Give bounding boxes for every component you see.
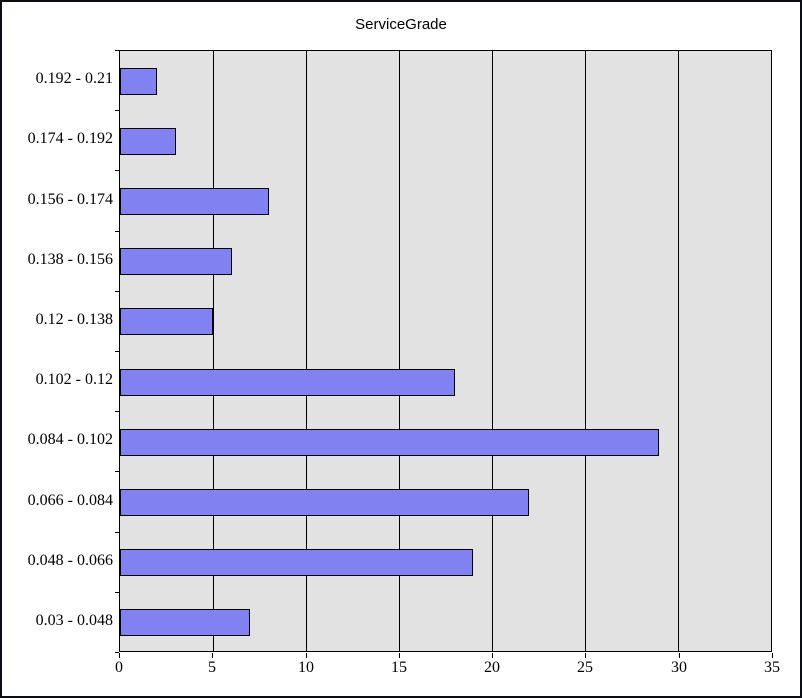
x-axis-label: 20 xyxy=(484,659,500,676)
x-axis-tick xyxy=(119,653,120,658)
gridline-x-15 xyxy=(399,51,400,651)
gridline-x-20 xyxy=(492,51,493,651)
y-axis-label: 0.03 - 0.048 xyxy=(35,612,113,629)
x-axis-tick xyxy=(585,653,586,658)
gridline-x-5 xyxy=(213,51,214,651)
x-axis-tick xyxy=(212,653,213,658)
bar-0.084-0.102 xyxy=(120,429,660,456)
y-axis-label: 0.102 - 0.12 xyxy=(35,371,113,388)
x-axis-label: 30 xyxy=(671,659,687,676)
x-axis-label: 25 xyxy=(577,659,593,676)
y-axis-label: 0.084 - 0.102 xyxy=(27,431,113,448)
gridline-x-10 xyxy=(306,51,307,651)
bar-0.174-0.192 xyxy=(120,128,176,155)
gridline-x-30 xyxy=(678,51,679,651)
y-axis-label: 0.12 - 0.138 xyxy=(35,311,113,328)
y-axis-tick xyxy=(115,592,119,593)
x-axis-label: 10 xyxy=(298,659,314,676)
y-axis-label: 0.048 - 0.066 xyxy=(27,552,113,569)
x-axis-tick xyxy=(679,653,680,658)
y-axis-label: 0.138 - 0.156 xyxy=(27,251,113,268)
y-axis-tick xyxy=(115,471,119,472)
y-axis-tick xyxy=(115,50,119,51)
bar-0.12-0.138 xyxy=(120,308,213,335)
plot-area xyxy=(119,50,772,652)
bar-0.138-0.156 xyxy=(120,248,232,275)
x-axis-label: 15 xyxy=(391,659,407,676)
x-axis-label: 35 xyxy=(764,659,780,676)
chart-title: ServiceGrade xyxy=(355,16,447,33)
gridline-x-25 xyxy=(585,51,586,651)
y-axis-tick xyxy=(115,110,119,111)
y-axis-tick xyxy=(115,532,119,533)
y-axis-tick xyxy=(115,170,119,171)
x-axis-tick xyxy=(306,653,307,658)
y-axis-tick xyxy=(115,351,119,352)
bar-0.192-0.21 xyxy=(120,68,158,95)
bar-0.048-0.066 xyxy=(120,549,474,576)
x-axis-label: 0 xyxy=(115,659,123,676)
bar-0.102-0.12 xyxy=(120,369,455,396)
x-axis-label: 5 xyxy=(208,659,216,676)
y-axis-label: 0.174 - 0.192 xyxy=(27,130,113,147)
x-axis-tick xyxy=(399,653,400,658)
x-axis-tick xyxy=(492,653,493,658)
y-axis-tick xyxy=(115,652,119,653)
bar-0.066-0.084 xyxy=(120,489,530,516)
y-axis-label: 0.066 - 0.084 xyxy=(27,492,113,509)
x-axis-tick xyxy=(772,653,773,658)
bar-0.156-0.174 xyxy=(120,188,269,215)
bar-0.03-0.048 xyxy=(120,609,251,636)
y-axis-tick xyxy=(115,291,119,292)
y-axis-tick xyxy=(115,231,119,232)
y-axis-label: 0.192 - 0.21 xyxy=(35,70,113,87)
y-axis-label: 0.156 - 0.174 xyxy=(27,191,113,208)
y-axis-tick xyxy=(115,411,119,412)
